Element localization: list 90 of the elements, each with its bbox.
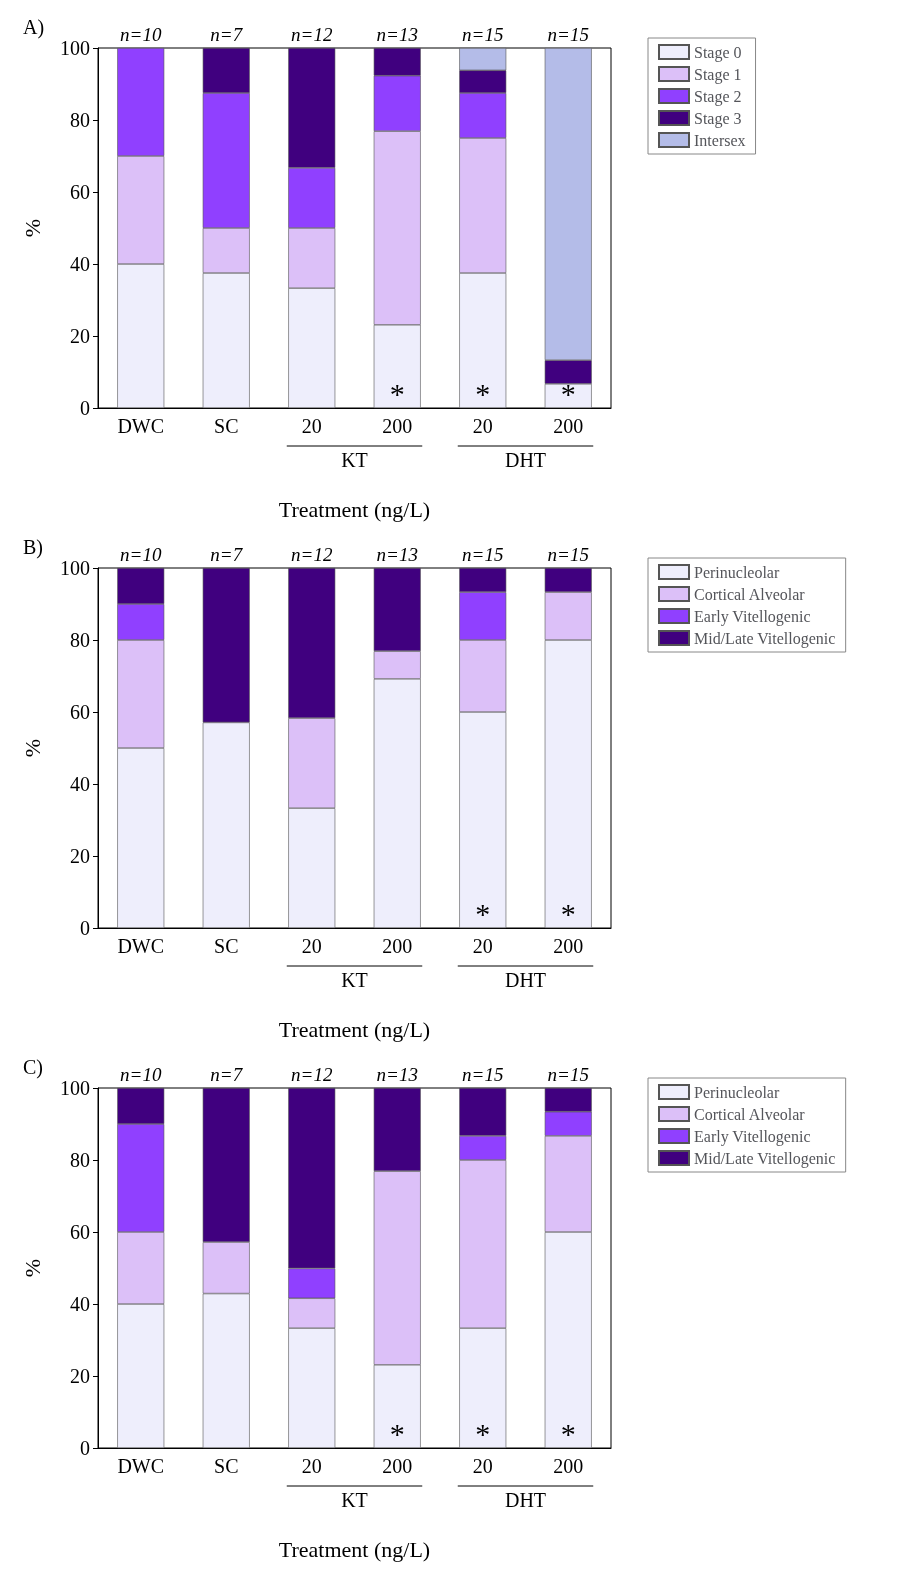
legend-label: Stage 3 — [694, 109, 742, 128]
y-axis-title: % — [19, 738, 45, 758]
chart-title: C) — [23, 1056, 43, 1079]
x-tick-label: SC — [214, 1455, 239, 1477]
y-tick-label: 40 — [70, 1293, 90, 1315]
x-tick-label: DWC — [117, 1455, 165, 1477]
chart-title: B) — [23, 536, 43, 559]
text: n=12 — [291, 24, 333, 45]
text: KT — [341, 969, 368, 991]
legend-label: Stage 0 — [694, 43, 742, 62]
y-tick-label: 100 — [60, 557, 90, 579]
x-axis-title: Treatment (ng/L) — [278, 496, 431, 522]
legend-label: Perinucleolar — [694, 563, 780, 581]
data-label: * — [389, 376, 405, 410]
x-tick-label: 200 — [382, 935, 413, 957]
y-tick-label: 0 — [80, 397, 90, 419]
text: DHT — [504, 969, 547, 991]
x-tick-label: SC — [214, 935, 239, 957]
y-tick-label: 80 — [70, 629, 90, 651]
data-label: * — [389, 1416, 405, 1450]
x-axis-title: Treatment (ng/L) — [278, 1016, 431, 1042]
x-tick-label: DWC — [117, 415, 165, 437]
x-tick-label: 20 — [301, 1455, 322, 1477]
x-tick-label: 200 — [553, 935, 584, 957]
text: DHT — [504, 449, 547, 471]
text: n=10 — [120, 544, 162, 565]
x-tick-label: 20 — [472, 1455, 493, 1477]
text: n=13 — [376, 544, 418, 565]
y-tick-label: 40 — [70, 773, 90, 795]
legend-label: Cortical Alveolar — [694, 585, 806, 603]
text: n=7 — [210, 24, 244, 45]
text: KT — [341, 1489, 368, 1511]
y-axis-title: % — [19, 218, 45, 238]
y-tick-label: 20 — [70, 325, 90, 347]
text: n=15 — [462, 1064, 504, 1085]
y-tick-label: 80 — [70, 1149, 90, 1171]
data-label: * — [475, 376, 491, 410]
text: n=15 — [547, 544, 589, 565]
x-tick-label: 200 — [553, 1455, 584, 1477]
data-label: * — [560, 1416, 576, 1450]
text: DHT — [504, 1489, 547, 1511]
text: n=13 — [376, 24, 418, 45]
y-tick-label: 60 — [70, 701, 90, 723]
text: n=10 — [120, 24, 162, 45]
x-tick-label: 200 — [382, 1455, 413, 1477]
legend-label: Mid/Late Vitellogenic — [694, 629, 836, 648]
y-tick-label: 20 — [70, 1365, 90, 1387]
legend-label: Cortical Alveolar — [694, 1105, 806, 1123]
text: n=10 — [120, 1064, 162, 1085]
legend-label: Early Vitellogenic — [694, 607, 811, 626]
text: n=15 — [547, 1064, 589, 1085]
legend-label: Perinucleolar — [694, 1083, 780, 1101]
x-tick-label: DWC — [117, 935, 165, 957]
legend-label: Early Vitellogenic — [694, 1127, 811, 1146]
x-tick-label: 200 — [382, 415, 413, 437]
x-axis-title: Treatment (ng/L) — [278, 1536, 431, 1562]
x-tick-label: 20 — [301, 415, 322, 437]
legend-label: Intersex — [694, 131, 746, 149]
y-tick-label: 40 — [70, 253, 90, 275]
y-tick-label: 20 — [70, 845, 90, 867]
data-label: * — [475, 896, 491, 930]
data-label: * — [560, 896, 576, 930]
text: n=7 — [210, 544, 244, 565]
text: n=7 — [210, 1064, 244, 1085]
x-tick-label: SC — [214, 415, 239, 437]
data-label: * — [475, 1416, 491, 1450]
y-tick-label: 80 — [70, 109, 90, 131]
data-label: * — [560, 376, 576, 410]
legend-label: Stage 1 — [694, 65, 742, 84]
y-tick-label: 60 — [70, 1221, 90, 1243]
x-tick-label: 20 — [472, 935, 493, 957]
text: n=13 — [376, 1064, 418, 1085]
y-tick-label: 60 — [70, 181, 90, 203]
chart-title: A) — [23, 16, 45, 39]
y-tick-label: 100 — [60, 1077, 90, 1099]
y-tick-label: 100 — [60, 37, 90, 59]
text: KT — [341, 449, 368, 471]
x-tick-label: 200 — [553, 415, 584, 437]
legend-label: Stage 2 — [694, 87, 742, 106]
text: n=12 — [291, 1064, 333, 1085]
y-tick-label: 0 — [80, 917, 90, 939]
y-axis-title: % — [19, 1258, 45, 1278]
y-tick-label: 0 — [80, 1437, 90, 1459]
legend-label: Mid/Late Vitellogenic — [694, 1149, 836, 1168]
text: n=12 — [291, 544, 333, 565]
text: n=15 — [462, 544, 504, 565]
text: n=15 — [462, 24, 504, 45]
x-tick-label: 20 — [301, 935, 322, 957]
x-tick-label: 20 — [472, 415, 493, 437]
text: n=15 — [547, 24, 589, 45]
